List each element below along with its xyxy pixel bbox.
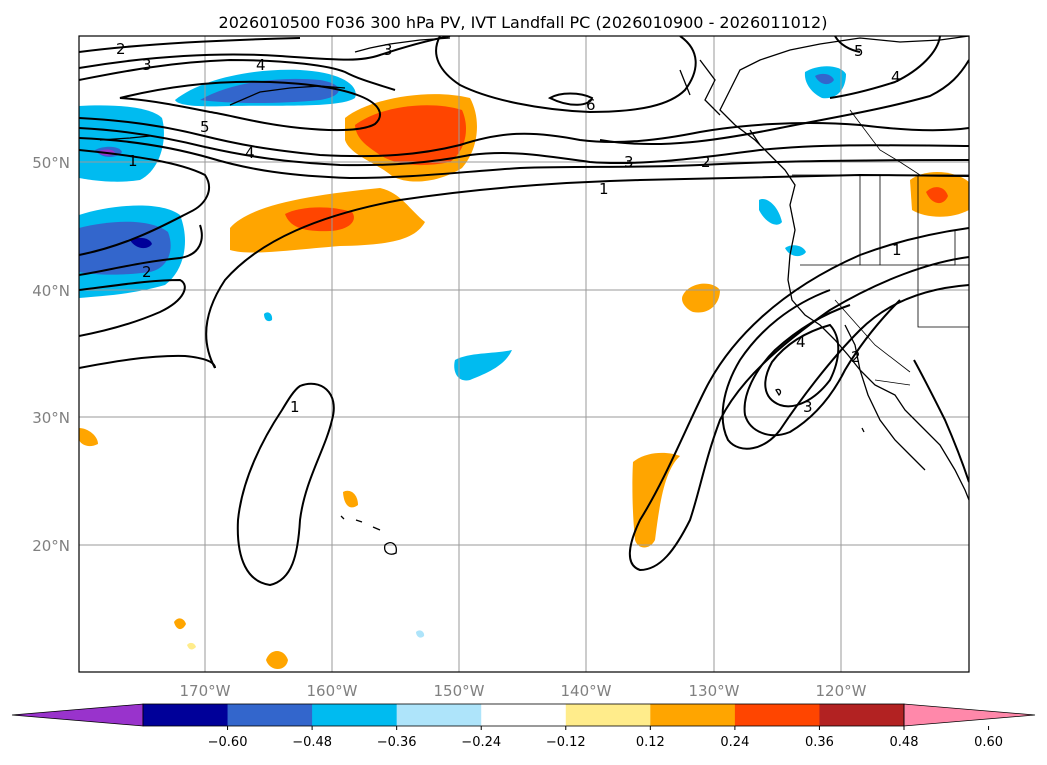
ivt-contours (79, 36, 969, 587)
contour-label: 3 (624, 153, 634, 171)
contour-label: 2 (116, 40, 126, 58)
colorbar-segment (734, 704, 820, 726)
colorbar-tick-label: −0.24 (461, 735, 501, 750)
map-frame (78, 35, 970, 673)
contour-label: 1 (892, 241, 902, 259)
colorbar-segment (819, 704, 905, 726)
lon-label: 140°W (561, 682, 612, 700)
colorbar-segment (650, 704, 736, 726)
lon-label: 160°W (307, 682, 358, 700)
colorbar-tick-label: 0.24 (720, 735, 749, 750)
colorbar-segment (396, 704, 482, 726)
figure-title: 2026010500 F036 300 hPa PV, IVT Landfall… (219, 13, 828, 32)
contour-label: 2 (701, 153, 711, 171)
contour-label: 4 (245, 144, 255, 162)
contour-label: 3 (803, 398, 813, 416)
lat-label: 30°N (32, 409, 70, 427)
colorbar-tick-label: 0.12 (636, 735, 665, 750)
contour-label: 1 (290, 398, 300, 416)
contour-label: 3 (383, 41, 393, 59)
colorbar-tick-label: 0.48 (890, 735, 919, 750)
colorbar-segment (312, 704, 398, 726)
lon-labels: 170°W 160°W 150°W 140°W 130°W 120°W (180, 682, 867, 700)
contour-label: 1 (128, 152, 138, 170)
map-panel: 2 3 4 3 5 6 4 1 3 2 1 5 4 2 1 4 2 3 1 (78, 35, 970, 673)
colorbar: −0.60 −0.48 −0.36 −0.24 −0.12 0.12 0.24 0.36 0.4… (11, 703, 1036, 750)
gridlines (79, 36, 969, 672)
lat-label: 40°N (32, 282, 70, 300)
colorbar-tick-label: 0.36 (805, 735, 834, 750)
lon-label: 130°W (689, 682, 740, 700)
colorbar-extend-high (903, 703, 1036, 727)
contour-label: 5 (854, 42, 864, 60)
contour-label: 1 (599, 180, 609, 198)
map-background (79, 36, 969, 672)
colorbar-segment (565, 704, 651, 726)
colorbar-segment (143, 704, 229, 726)
contour-label: 2 (142, 263, 152, 281)
contour-label: 6 (586, 96, 596, 114)
lat-label: 20°N (32, 537, 70, 555)
contour-label: 5 (200, 118, 210, 136)
colorbar-tick-label: −0.48 (292, 735, 332, 750)
colorbar-tick-label: −0.60 (208, 735, 248, 750)
colorbar-frame (142, 703, 905, 727)
coastlines (99, 36, 969, 555)
lon-label: 170°W (180, 682, 231, 700)
contour-label: 4 (796, 333, 806, 351)
lon-label: 150°W (434, 682, 485, 700)
contour-label: 4 (256, 56, 266, 74)
colorbar-tick-label: 0.60 (974, 735, 1003, 750)
colorbar-tick-label: −0.12 (546, 735, 586, 750)
colorbar-segment (481, 704, 567, 726)
colorbar-extend-low (11, 703, 144, 727)
contour-label: 2 (851, 348, 861, 366)
colorbar-tick-label: −0.36 (377, 735, 417, 750)
lon-label: 120°W (816, 682, 867, 700)
lat-labels: 50°N 40°N 30°N 20°N (32, 154, 70, 555)
contour-label: 4 (891, 68, 901, 86)
contour-labels: 2 3 4 3 5 6 4 1 3 2 1 5 4 2 1 4 2 3 1 (116, 40, 902, 416)
lat-label: 50°N (32, 154, 70, 172)
colorbar-segment (227, 704, 313, 726)
contour-label: 3 (142, 56, 152, 74)
